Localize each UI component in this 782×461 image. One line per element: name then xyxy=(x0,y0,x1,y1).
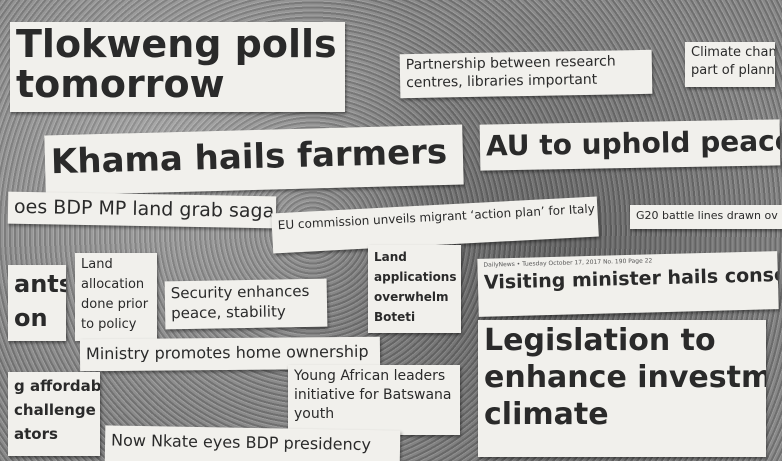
headline-line: Tlokweng polls xyxy=(16,22,337,66)
headline-line: Land xyxy=(374,250,407,264)
headline-line: Young African leaders xyxy=(294,368,446,384)
headline-line: allocation xyxy=(81,277,145,292)
clipping: Khama hails farmers xyxy=(44,124,464,196)
clipping: AU to uphold peace, se xyxy=(479,119,781,171)
clipping: Climate chang part of planni xyxy=(685,42,775,87)
headline-line: enhance investment xyxy=(484,360,766,395)
headline-line: applications xyxy=(374,270,457,284)
headline-line: Legislation to xyxy=(484,323,716,358)
headline-line: ants xyxy=(14,270,66,298)
headline-line: g affordable xyxy=(14,377,100,395)
clipping: G20 battle lines drawn ov xyxy=(630,205,782,229)
clipping: Partnership between research centres, lib… xyxy=(399,49,653,99)
clipping: oes BDP MP land grab saga xyxy=(7,191,277,229)
headline-line: Security enhances xyxy=(170,281,310,303)
headline-line: done prior xyxy=(81,297,149,312)
clipping: Security enhances peace, stability xyxy=(164,278,328,330)
headline-line: part of planni xyxy=(691,63,775,78)
headline-line: challenge xyxy=(14,401,96,419)
headline-line: to policy xyxy=(81,317,137,332)
clipping: DailyNews • Tuesday October 17, 2017 No.… xyxy=(477,251,779,317)
headline-line: Land xyxy=(81,257,113,272)
headline-line: overwhelm xyxy=(374,290,449,304)
headline-line: on xyxy=(14,304,48,332)
headline-line: Khama hails farmers xyxy=(50,131,448,183)
clipping: Land allocation done prior to policy xyxy=(75,253,157,341)
clipping: Young African leaders initiative for Bats… xyxy=(288,365,460,435)
headline-line: AU to uphold peace, se xyxy=(485,123,781,163)
headline-line: Now Nkate eyes BDP presidency xyxy=(110,430,372,455)
headline-line: Ministry promotes home ownership xyxy=(85,341,369,364)
headline-line: centres, libraries important xyxy=(406,71,598,92)
headline-line: G20 battle lines drawn ov xyxy=(636,209,778,222)
headline-line: Climate chang xyxy=(691,45,775,60)
clipping: g affordable challenge ators xyxy=(8,372,100,456)
headline-line: oes BDP MP land grab saga xyxy=(13,195,275,223)
headline-line: tomorrow xyxy=(16,62,225,106)
clipping: Now Nkate eyes BDP presidency xyxy=(104,425,401,461)
headline-line: peace, stability xyxy=(170,302,286,323)
headline-line: climate xyxy=(484,397,609,432)
headline-line: initiative for Batswana xyxy=(294,387,452,403)
clipping: ants on xyxy=(8,265,66,341)
headline-line: ators xyxy=(14,425,58,443)
headline-line: Boteti xyxy=(374,310,416,324)
clipping: Tlokweng polls tomorrow xyxy=(10,22,345,112)
headline-line: EU commission unveils migrant ‘action pl… xyxy=(277,201,596,233)
clipping: Land applications overwhelm Boteti xyxy=(368,245,461,333)
headline-line: youth xyxy=(294,406,335,422)
